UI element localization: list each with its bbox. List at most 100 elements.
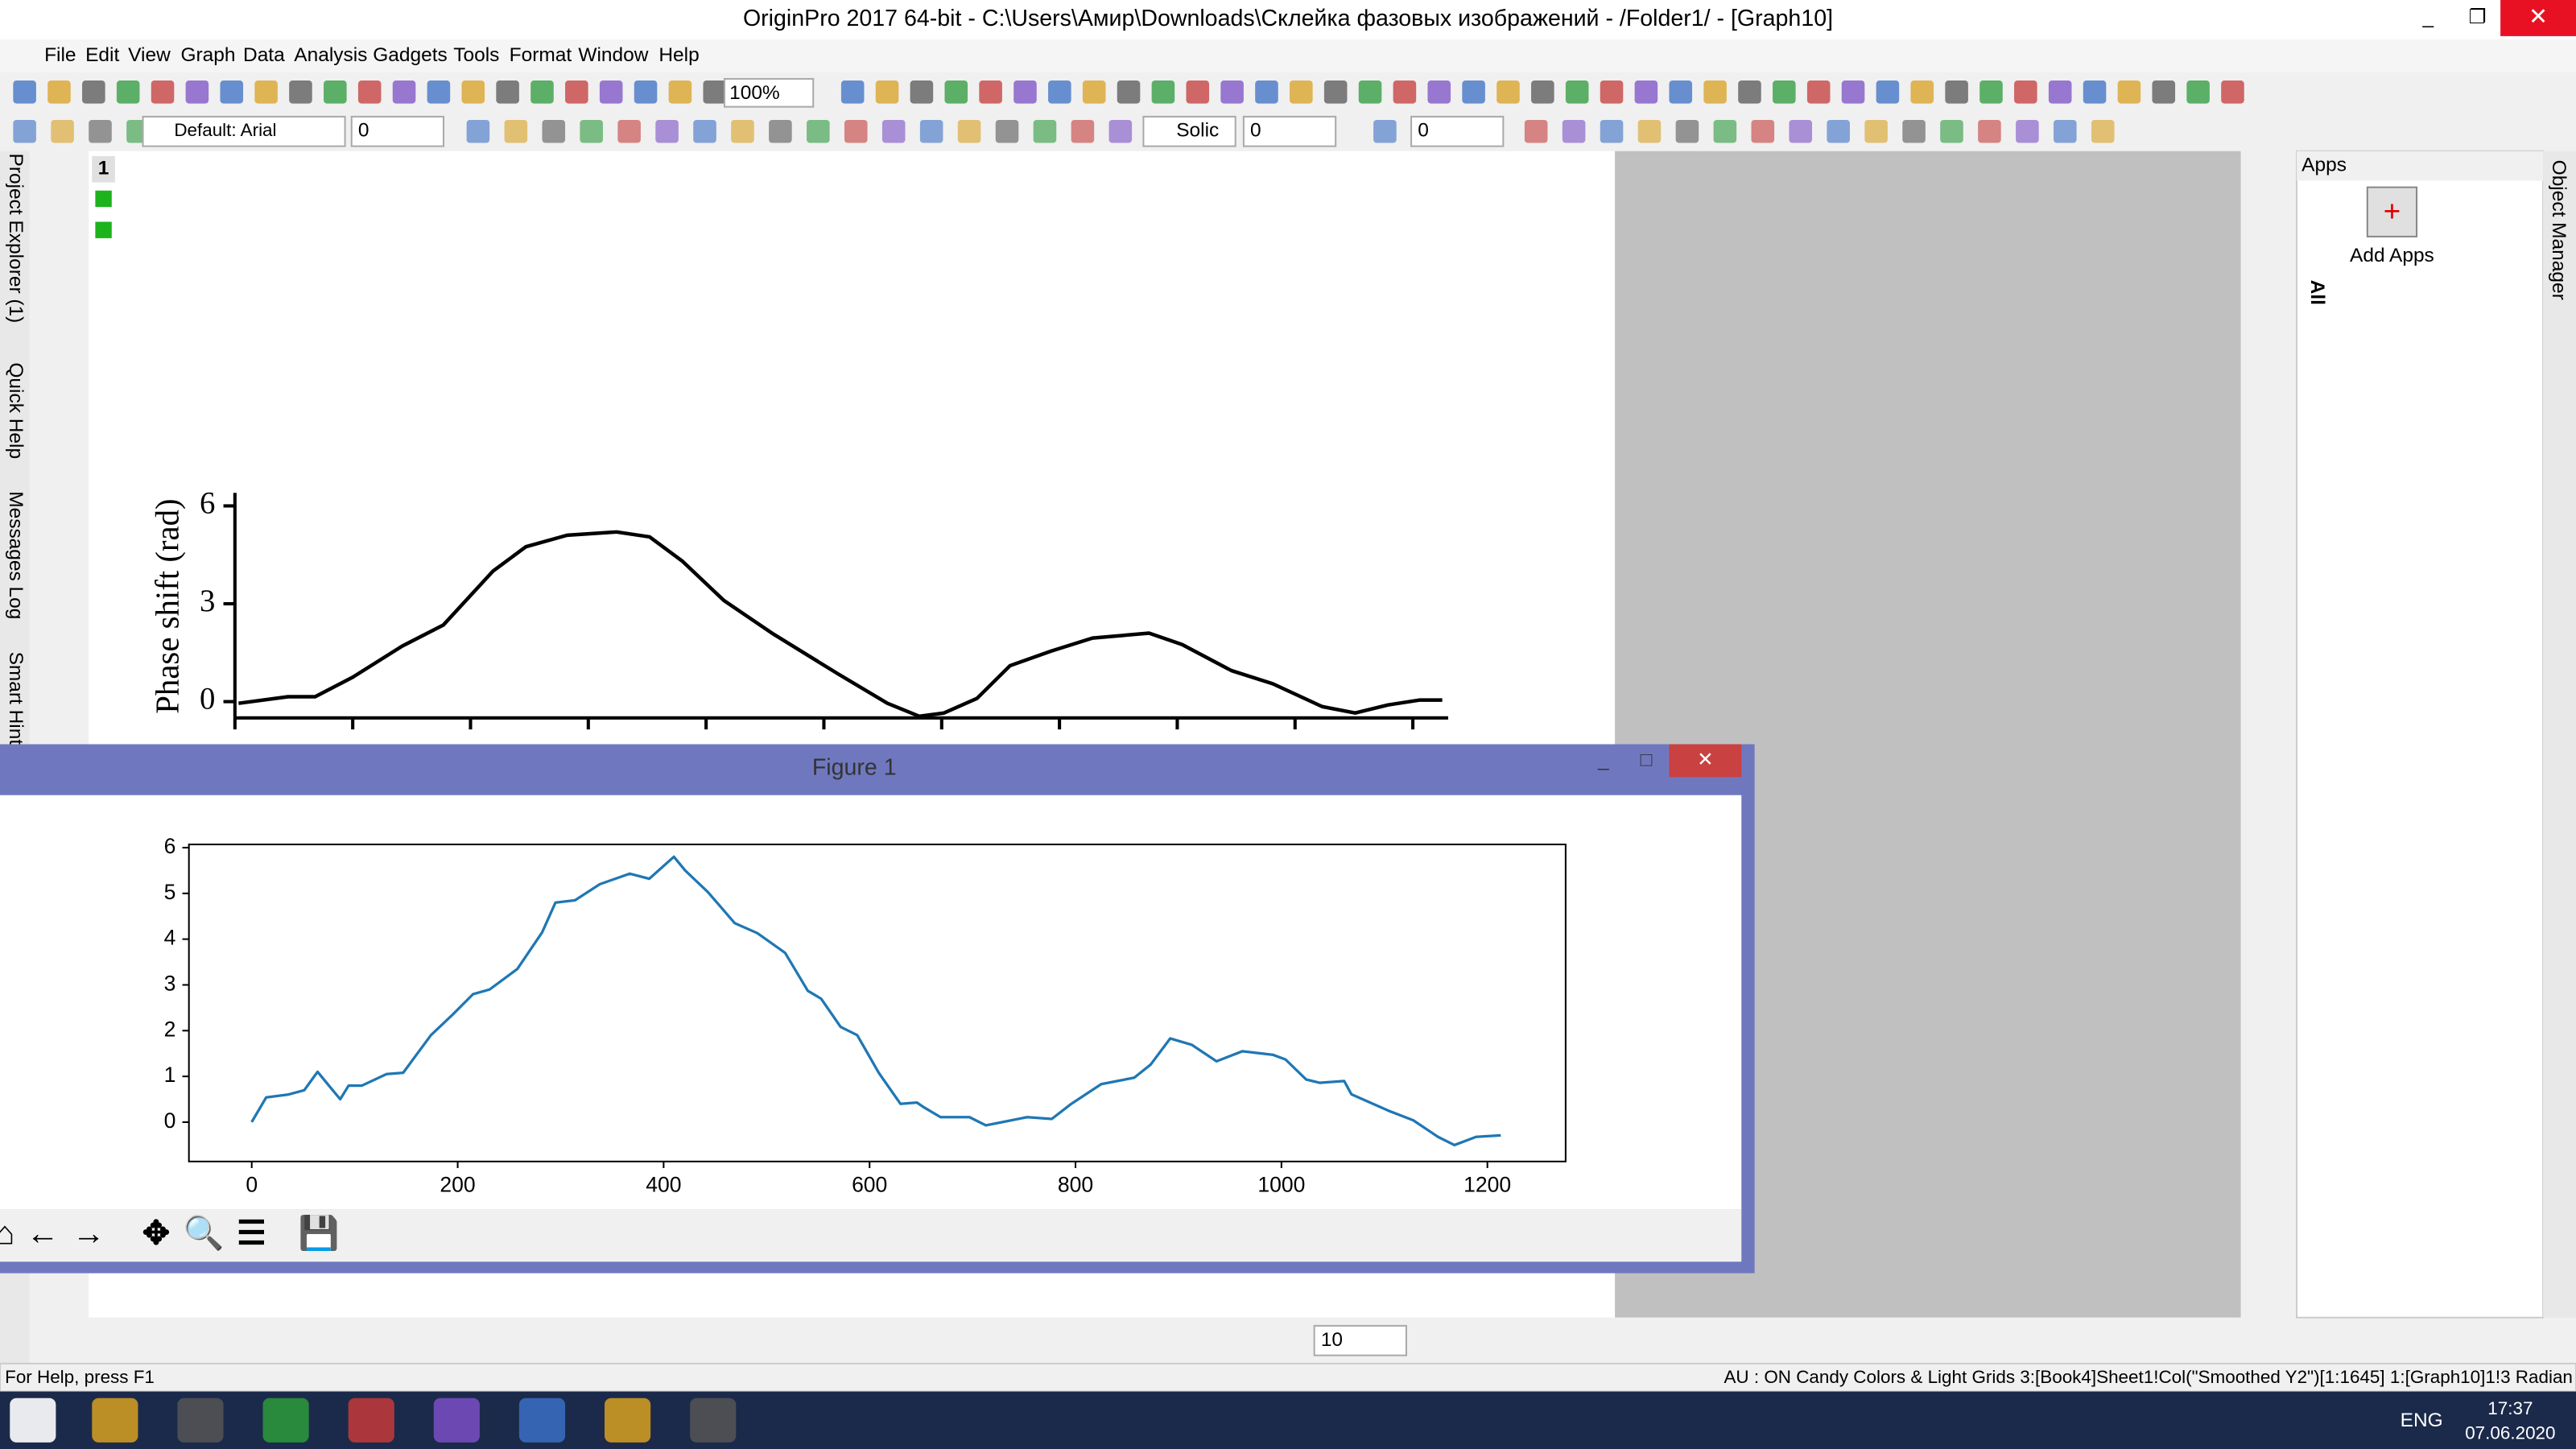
side-tab[interactable]: Quick Help bbox=[5, 362, 27, 459]
toolbar-icon[interactable] bbox=[807, 119, 830, 143]
add-apps-label[interactable]: Add Apps bbox=[2350, 245, 2434, 266]
zoom-box[interactable] bbox=[723, 77, 815, 108]
taskbar-app[interactable] bbox=[518, 1397, 566, 1443]
toolbar-icon[interactable] bbox=[2091, 119, 2115, 143]
toolbar-icon[interactable] bbox=[655, 119, 679, 143]
toolbar-icon[interactable] bbox=[1531, 80, 1554, 104]
toolbar-icon[interactable] bbox=[693, 119, 716, 143]
toolbar-icon[interactable] bbox=[1462, 80, 1485, 104]
toolbar-icon[interactable] bbox=[617, 119, 641, 143]
figure-tool[interactable]: → bbox=[72, 1214, 105, 1251]
toolbar-icon[interactable] bbox=[1496, 80, 1520, 104]
taskbar-app[interactable] bbox=[262, 1397, 309, 1443]
toolbar-icon[interactable] bbox=[1600, 119, 1624, 143]
lock-icon[interactable] bbox=[95, 221, 112, 238]
figure-minimize[interactable]: _ bbox=[1597, 749, 1609, 770]
toolbar-icon[interactable] bbox=[1393, 80, 1417, 104]
toolbar-icon[interactable] bbox=[565, 80, 588, 104]
toolbar-icon[interactable] bbox=[1940, 119, 1963, 143]
side-tab[interactable]: Messages Log bbox=[5, 491, 27, 619]
figure-tool[interactable]: 🔍 bbox=[184, 1212, 225, 1251]
menu-item[interactable]: Graph bbox=[180, 44, 235, 66]
toolbar-icon[interactable] bbox=[461, 80, 485, 104]
taskbar-app[interactable] bbox=[348, 1397, 394, 1443]
toolbar-icon[interactable] bbox=[1910, 80, 1934, 104]
toolbar-icon[interactable] bbox=[13, 80, 36, 104]
toolbar-icon[interactable] bbox=[13, 119, 36, 143]
toolbar-icon[interactable] bbox=[2016, 119, 2039, 143]
toolbar-icon[interactable] bbox=[1669, 80, 1693, 104]
toolbar-icon[interactable] bbox=[1373, 119, 1397, 143]
toolbar-icon[interactable] bbox=[185, 80, 209, 104]
toolbar-icon[interactable] bbox=[530, 80, 554, 104]
close-button[interactable] bbox=[2500, 0, 2576, 36]
toolbar-icon[interactable] bbox=[2186, 80, 2210, 104]
font-box[interactable] bbox=[142, 115, 346, 147]
toolbar-icon[interactable] bbox=[1290, 80, 1313, 104]
apps-tab[interactable]: All bbox=[2306, 280, 2328, 305]
toolbar-icon[interactable] bbox=[466, 119, 490, 143]
toolbar-icon[interactable] bbox=[1773, 80, 1796, 104]
taskbar-app[interactable] bbox=[690, 1397, 737, 1443]
figure-tool[interactable]: ← bbox=[27, 1214, 60, 1251]
toolbar-icon[interactable] bbox=[2221, 80, 2244, 104]
toolbar-icon[interactable] bbox=[47, 80, 71, 104]
line-width-box[interactable] bbox=[1242, 115, 1337, 147]
toolbar-icon[interactable] bbox=[51, 119, 74, 143]
toolbar-icon[interactable] bbox=[496, 80, 519, 104]
figure-tool[interactable]: ☰ bbox=[237, 1214, 266, 1251]
figure-tool[interactable]: 💾 bbox=[299, 1214, 340, 1251]
side-tab[interactable]: Smart Hint bbox=[5, 652, 27, 745]
toolbar-icon[interactable] bbox=[2054, 119, 2077, 143]
toolbar-icon[interactable] bbox=[1945, 80, 1968, 104]
toolbar-icon[interactable] bbox=[1751, 119, 1775, 143]
toolbar-icon[interactable] bbox=[254, 80, 278, 104]
taskbar-app[interactable] bbox=[433, 1397, 480, 1443]
toolbar-icon[interactable] bbox=[2048, 80, 2072, 104]
language[interactable]: ENG bbox=[2401, 1410, 2443, 1431]
menu-item[interactable]: Analysis bbox=[294, 44, 367, 66]
toolbar-icon[interactable] bbox=[2083, 80, 2107, 104]
menu-item[interactable]: File bbox=[44, 44, 76, 66]
toolbar-icon[interactable] bbox=[1864, 119, 1888, 143]
toolbar-icon[interactable] bbox=[82, 80, 105, 104]
object-manager-tab[interactable]: Object Manager bbox=[2548, 160, 2570, 300]
toolbar-icon[interactable] bbox=[1562, 119, 1586, 143]
lock-icon[interactable] bbox=[95, 190, 112, 208]
toolbar-icon[interactable] bbox=[1427, 80, 1451, 104]
toolbar-icon[interactable] bbox=[979, 80, 1002, 104]
toolbar-icon[interactable] bbox=[957, 119, 981, 143]
side-tab[interactable]: Project Explorer (1) bbox=[5, 154, 27, 324]
toolbar-icon[interactable] bbox=[1033, 119, 1057, 143]
toolbar-icon[interactable] bbox=[1827, 119, 1850, 143]
figure-tool[interactable]: ⌂ bbox=[0, 1214, 14, 1251]
toolbar-icon[interactable] bbox=[2117, 80, 2141, 104]
taskbar-app[interactable] bbox=[92, 1397, 138, 1443]
toolbar-icon[interactable] bbox=[1876, 80, 1900, 104]
toolbar-icon[interactable] bbox=[427, 80, 451, 104]
menu-item[interactable]: Window bbox=[578, 44, 648, 66]
toolbar-icon[interactable] bbox=[1358, 80, 1382, 104]
toolbar-icon[interactable] bbox=[703, 80, 727, 104]
toolbar-icon[interactable] bbox=[1151, 80, 1175, 104]
toolbar-icon[interactable] bbox=[1703, 80, 1727, 104]
toolbar-icon[interactable] bbox=[1220, 80, 1244, 104]
toolbar-icon[interactable] bbox=[1738, 80, 1761, 104]
toolbar-icon[interactable] bbox=[1806, 80, 1831, 104]
toolbar-icon[interactable] bbox=[769, 119, 792, 143]
line-style-box[interactable] bbox=[1142, 115, 1236, 147]
toolbar-icon[interactable] bbox=[919, 119, 943, 143]
toolbar-icon[interactable] bbox=[1108, 119, 1133, 143]
toolbar-icon[interactable] bbox=[1841, 80, 1865, 104]
menu-item[interactable]: Gadgets bbox=[373, 44, 447, 66]
menu-item[interactable]: Tools bbox=[453, 44, 499, 66]
fill-box[interactable] bbox=[1410, 115, 1505, 147]
font-size-box[interactable] bbox=[350, 115, 445, 147]
size-box[interactable] bbox=[1313, 1324, 1407, 1356]
toolbar-icon[interactable] bbox=[1048, 80, 1071, 104]
toolbar-icon[interactable] bbox=[116, 80, 140, 104]
figure-close[interactable] bbox=[1669, 744, 1742, 778]
figure-tool[interactable]: ✥ bbox=[142, 1214, 170, 1251]
toolbar-icon[interactable] bbox=[731, 119, 754, 143]
toolbar-icon[interactable] bbox=[324, 80, 347, 104]
